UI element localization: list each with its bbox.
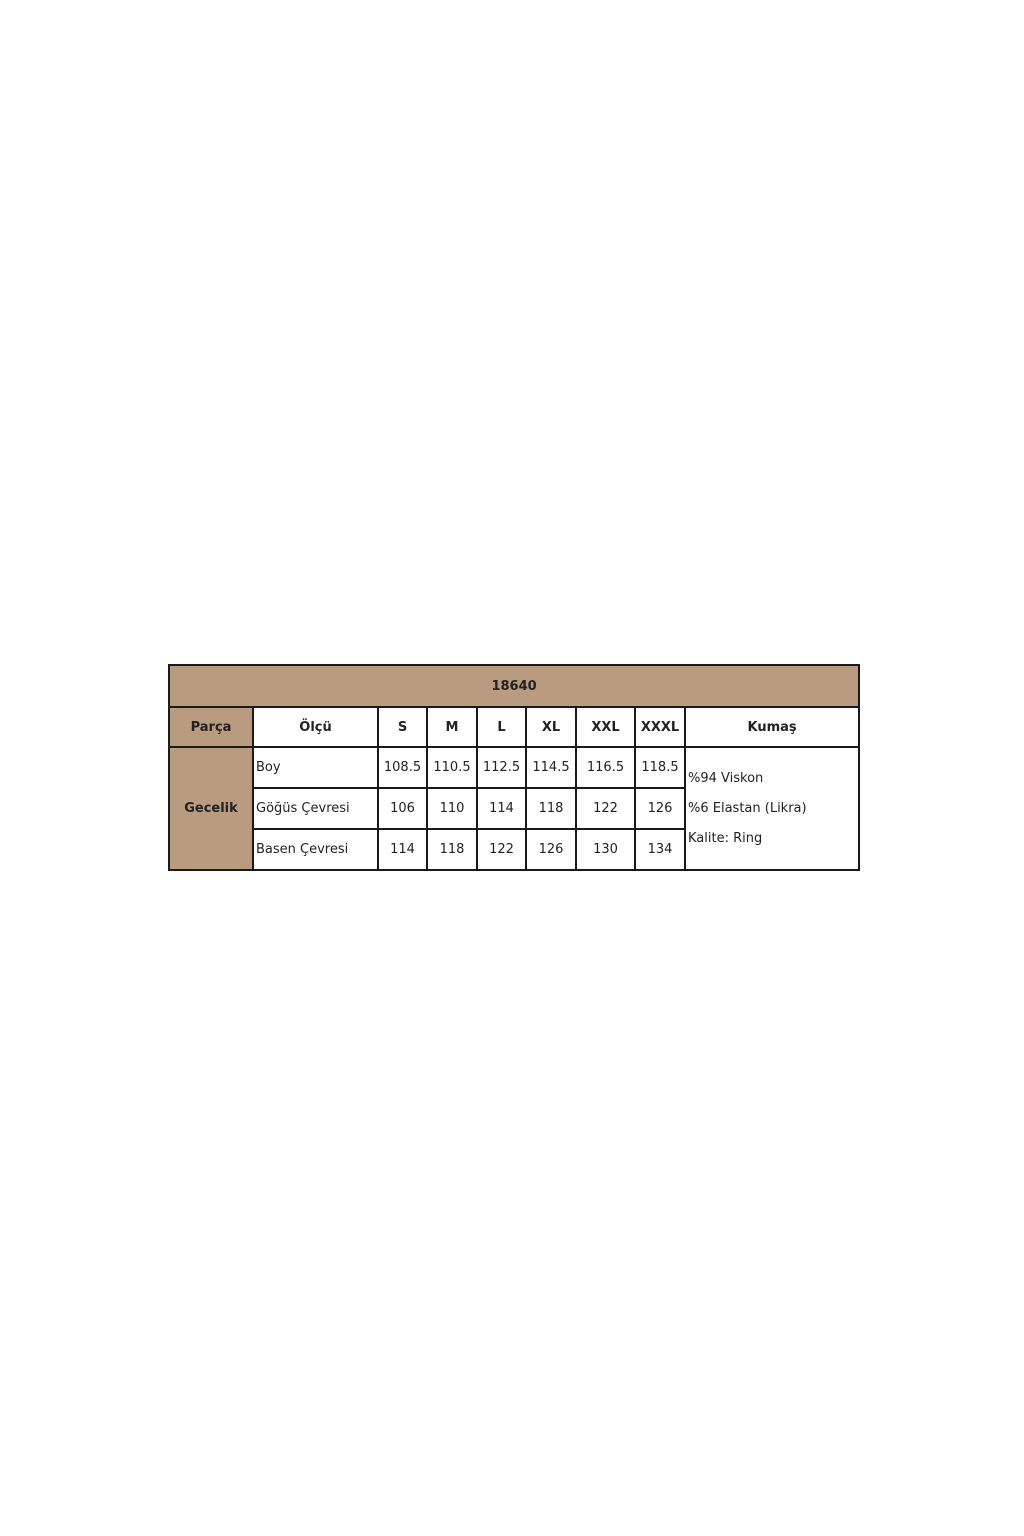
cell: 118.5: [634, 746, 686, 789]
header-part: Parça: [168, 706, 254, 748]
cell: 126: [525, 828, 577, 871]
row-label: Basen Çevresi: [252, 828, 379, 871]
product-code: 18640: [167, 664, 861, 708]
header-measure: Ölçü: [252, 706, 379, 748]
cell: 110: [426, 787, 478, 830]
fabric-line: %6 Elastan (Likra): [688, 800, 807, 816]
table-row: Basen Çevresi 114 118 122 126 130 134: [169, 828, 859, 871]
cell: 134: [634, 828, 686, 871]
cell: 118: [426, 828, 478, 871]
header-fabric: Kumaş: [683, 706, 861, 748]
header-size-xl: XL: [525, 706, 577, 748]
cell: 106: [377, 787, 428, 830]
header-size-s: S: [377, 706, 428, 748]
cell: 114.5: [525, 746, 577, 789]
header-size-m: M: [426, 706, 478, 748]
part-name: Gecelik: [168, 746, 254, 871]
cell: 118: [525, 787, 577, 830]
header-size-l: L: [476, 706, 527, 748]
row-label: Boy: [252, 746, 379, 789]
cell: 116.5: [575, 746, 636, 789]
cell: 126: [634, 787, 686, 830]
fabric-line: Kalite: Ring: [688, 830, 763, 846]
table-row: Gecelik Boy 108.5 110.5 112.5 114.5 116.…: [168, 746, 861, 871]
header-size-xxxl: XXXL: [634, 706, 686, 748]
cell: 110.5: [426, 746, 478, 789]
title-row: 18640: [167, 664, 861, 708]
fabric-line: %94 Viskon: [688, 770, 764, 786]
row-label: Göğüs Çevresi: [252, 787, 379, 830]
header-size-xxl: XXL: [575, 706, 636, 748]
cell: 114: [377, 828, 428, 871]
cell: 108.5: [377, 746, 428, 789]
cell: 122: [575, 787, 636, 830]
fabric-info: %94 Viskon %6 Elastan (Likra) Kalite: Ri…: [683, 746, 861, 871]
size-chart-table: 18640 Parça Ölçü S M L XL XXL XXXL Kumaş…: [167, 664, 861, 871]
cell: 114: [476, 787, 527, 830]
table-row: Göğüs Çevresi 106 110 114 118 122 126: [169, 787, 859, 830]
cell: 112.5: [476, 746, 527, 789]
cell: 122: [476, 828, 527, 871]
header-row: Parça Ölçü S M L XL XXL XXXL Kumaş: [168, 706, 861, 748]
cell: 130: [575, 828, 636, 871]
